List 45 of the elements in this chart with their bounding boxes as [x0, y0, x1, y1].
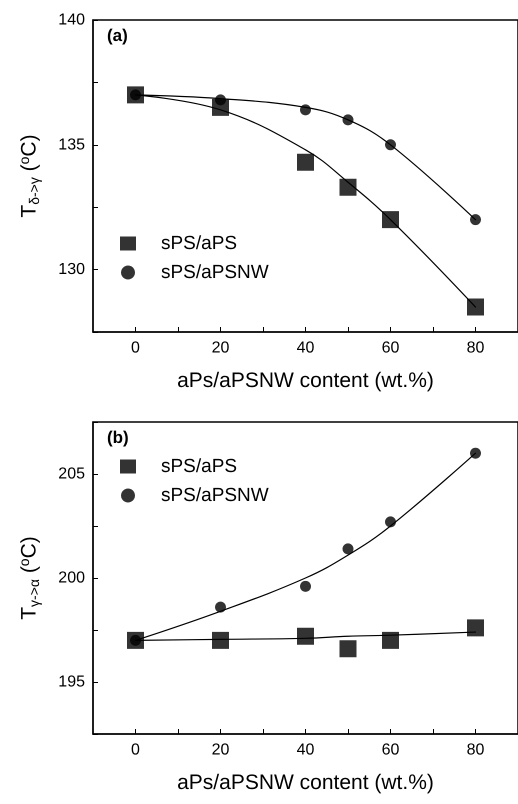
point: [215, 602, 226, 613]
point: [385, 139, 396, 150]
x-tick-label: 0: [131, 742, 140, 758]
legend-label: sPS/aPSNW: [161, 485, 269, 506]
x-tick-label: 80: [466, 742, 484, 758]
y-tick-label: 135: [58, 136, 86, 154]
y-tick-label: 140: [58, 12, 86, 28]
x-tick-label: 40: [296, 742, 314, 758]
point: [342, 543, 354, 554]
x-tick-label: 0: [131, 340, 140, 356]
point: [300, 104, 311, 116]
x-tick-label: 40: [296, 340, 314, 356]
y-tick-label: 130: [58, 261, 86, 278]
y-tick-label: 205: [58, 466, 86, 482]
x-tick-label: 60: [382, 340, 400, 356]
legend-label: sPS/aPSNW: [161, 262, 269, 283]
x-axis-title: aPs/aPSNW content (wt.%): [177, 369, 434, 392]
y-axis-title: Tγ->α (oC): [16, 536, 42, 620]
point: [470, 448, 481, 459]
x-tick-label: 80: [466, 340, 484, 356]
point: [297, 154, 314, 171]
y-axis-title: Tδ->γ (oC): [16, 134, 42, 218]
point: [385, 516, 396, 528]
point: [382, 632, 399, 649]
point: [470, 214, 481, 226]
point: [215, 94, 226, 106]
annotation: (a): [107, 26, 128, 45]
point: [467, 298, 484, 316]
point: [467, 619, 484, 636]
x-tick-label: 60: [382, 742, 400, 758]
x-axis-title: aPs/aPSNW content (wt.%): [177, 771, 434, 794]
point: [340, 178, 356, 196]
annotation: (b): [107, 428, 129, 447]
legend-label: sPS/aPS: [161, 233, 238, 254]
x-tick-label: 20: [212, 742, 230, 758]
point: [382, 211, 399, 228]
y-tick-label: 200: [58, 570, 86, 586]
point: [212, 632, 229, 649]
point: [342, 114, 354, 126]
legend-label: sPS/aPS: [161, 456, 238, 477]
point: [300, 580, 311, 592]
point: [297, 628, 314, 645]
y-tick-label: 195: [58, 674, 86, 690]
point: [340, 640, 356, 658]
x-tick-label: 20: [212, 340, 230, 356]
